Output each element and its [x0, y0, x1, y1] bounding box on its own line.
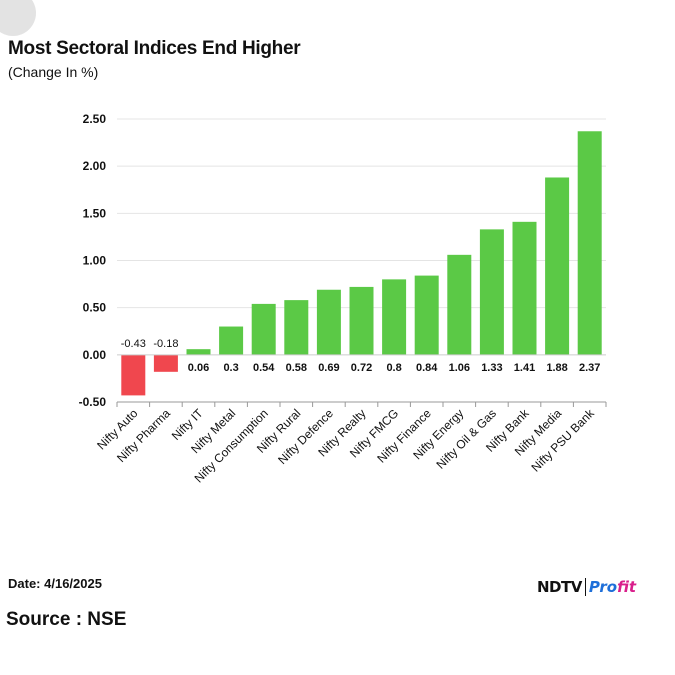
- data-label: 1.06: [449, 362, 470, 374]
- data-label: 0.3: [223, 362, 238, 374]
- logo-separator: [584, 578, 586, 596]
- bar: [153, 354, 178, 372]
- y-tick-label: 2.00: [83, 159, 107, 173]
- bar: [512, 221, 537, 355]
- y-tick-label: -0.50: [79, 395, 107, 409]
- bar: [284, 300, 309, 355]
- y-tick-label: 1.00: [83, 254, 107, 268]
- logo-profit-part1: Pro: [588, 578, 618, 596]
- data-label: 0.8: [386, 362, 401, 374]
- bar: [479, 229, 504, 355]
- bar: [316, 289, 341, 355]
- bar: [349, 286, 374, 355]
- data-label: 0.06: [188, 362, 209, 374]
- bar: [121, 354, 146, 396]
- data-label: 0.58: [286, 362, 307, 374]
- bar: [447, 254, 472, 355]
- data-label: 1.88: [546, 362, 567, 374]
- chart-subtitle: (Change In %): [8, 64, 99, 80]
- data-label: 2.37: [579, 362, 600, 374]
- data-label: 1.41: [514, 362, 535, 374]
- data-label: 0.84: [416, 362, 438, 374]
- source-label: Source : NSE: [6, 609, 127, 630]
- bar: [219, 326, 244, 355]
- bar: [251, 303, 276, 355]
- data-label: 1.33: [481, 362, 502, 374]
- data-label: 0.72: [351, 362, 372, 374]
- date-label: Date: 4/16/2025: [8, 576, 102, 591]
- logo-profit-part2: fit: [617, 578, 637, 596]
- y-tick-label: 0.00: [83, 348, 107, 362]
- logo-ndtv-text: NDTV: [537, 578, 582, 596]
- bar: [577, 131, 602, 355]
- y-tick-label: 0.50: [83, 301, 107, 315]
- y-tick-label: 2.50: [83, 112, 107, 126]
- chart-title: Most Sectoral Indices End Higher: [8, 38, 301, 59]
- bar: [545, 177, 570, 355]
- bar-chart: -0.50 0.00 0.50 1.00 1.50 2.00 2.50 -0.43 -0.18 0…: [79, 112, 607, 485]
- logo-profit-text: Profit: [589, 578, 636, 596]
- y-tick-label: 1.50: [83, 206, 107, 220]
- bar: [186, 349, 211, 355]
- bar: [414, 275, 439, 355]
- data-label: -0.43: [121, 338, 146, 350]
- ndtv-profit-logo: NDTV Profit: [537, 576, 636, 598]
- data-label: -0.18: [153, 338, 178, 350]
- bar: [382, 279, 407, 355]
- data-label: 0.69: [318, 362, 339, 374]
- data-label: 0.54: [253, 362, 275, 374]
